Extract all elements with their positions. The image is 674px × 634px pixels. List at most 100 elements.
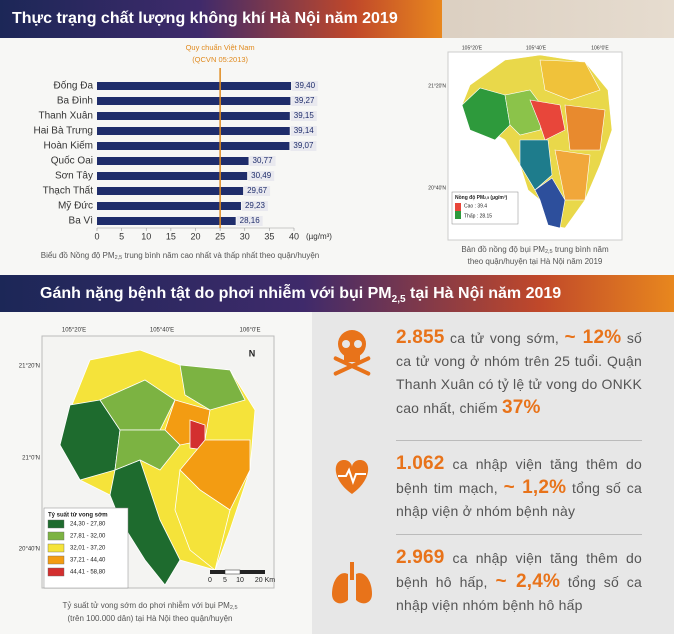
stat-text: tổng số ca nhập viện nhóm bệnh hô hấp: [396, 574, 642, 613]
map-shape: [461, 54, 613, 229]
legend-label: 37,21 - 44,40: [70, 558, 106, 564]
value-label: 29,23: [245, 201, 266, 210]
legend-label: 24,30 - 27,80: [70, 522, 106, 528]
lon-label: 105°20'E: [462, 45, 483, 51]
lon-label: 105°40'E: [526, 45, 547, 51]
stat-number: 1.062: [396, 453, 445, 474]
separator: [396, 534, 642, 535]
x-tick-label: 10: [141, 231, 151, 241]
legend-ramp: [455, 211, 461, 219]
x-tick-label: 35: [264, 231, 274, 241]
reference-label: (QCVN 05:2013): [192, 55, 248, 64]
legend-label: 44,41 - 58,80: [70, 570, 106, 576]
lat-label: 21°0'N: [22, 456, 40, 462]
stat-number: ~ 1,2%: [503, 477, 567, 498]
x-tick-label: 15: [166, 231, 176, 241]
y-tick-label: Mỹ Đức: [58, 201, 93, 212]
y-tick-label: Thạch Thất: [43, 185, 94, 197]
scale-label: 20 Km: [255, 577, 275, 584]
legend-swatch: [47, 555, 65, 565]
map-shape: [59, 349, 256, 586]
scale-label: 5: [223, 577, 227, 584]
bar: [97, 202, 241, 210]
legend-label: 27,81 - 32,00: [70, 534, 106, 540]
value-label-bg: [236, 216, 263, 226]
reference-label: Quy chuẩn Việt Nam: [186, 43, 255, 52]
lon-label: 105°20'E: [62, 328, 86, 334]
value-label-bg: [290, 111, 317, 121]
banner: [0, 275, 674, 312]
map-caption: Tỷ suất tử vong sớm do phơi nhiễm với bụ…: [62, 601, 237, 611]
lat-label: 20°40'N: [428, 185, 446, 191]
legend-label: Cao : 39.4: [464, 203, 487, 209]
scale-label: 10: [236, 577, 244, 584]
bar: [97, 127, 290, 135]
y-tick-label: Ba Đình: [57, 96, 93, 107]
value-label: 39,15: [294, 111, 315, 120]
x-tick-label: 25: [215, 231, 225, 241]
y-tick-label: Đống Đa: [54, 80, 94, 92]
scale-label: 0: [208, 577, 212, 584]
legend-swatch: [47, 543, 65, 553]
stat-number: 2.855: [396, 327, 445, 348]
scale-bar: [210, 569, 265, 575]
legend-title: Nồng độ PM2,5 (µg/m³): [455, 195, 508, 201]
stat-text: ca nhập viện tăng thêm do bệnh tim mạch,: [396, 456, 642, 496]
lat-label: 21°20'N: [428, 83, 446, 89]
bar: [97, 142, 290, 150]
y-tick-label: Sơn Tây: [55, 171, 93, 182]
stat-text: số ca tử vong ở nhóm trên 25 tuổi. Quận …: [396, 330, 642, 416]
north-arrow: N: [249, 348, 256, 358]
value-label: 39,27: [294, 96, 315, 105]
lungs-icon: [332, 562, 372, 604]
map-caption: Bản đồ nồng độ bụi PM2,5 trung bình năm: [461, 245, 609, 255]
chart-caption: Biểu đồ Nồng độ PM2,5 trung bình năm cao…: [41, 251, 320, 261]
x-tick-label: 30: [240, 231, 250, 241]
x-tick-label: 40: [289, 231, 299, 241]
value-label: 39,07: [293, 141, 314, 150]
value-label: 30,77: [253, 156, 274, 165]
lat-label: 21°20'N: [19, 364, 40, 370]
value-label-bg: [292, 81, 319, 91]
value-label-bg: [244, 186, 271, 196]
stat-text: ca tử vong sớm,: [444, 330, 565, 346]
icons: [332, 330, 372, 604]
stat: 2.969 ca nhập viện tăng thêm do bệnh hô …: [396, 546, 642, 617]
value-label: 30,49: [251, 171, 272, 180]
y-tick-label: Hai Bà Trưng: [34, 126, 94, 137]
caption-part: 2,5: [115, 255, 123, 261]
stat-text: tổng số ca nhập viện ở nhóm bệnh này: [396, 480, 642, 519]
value-label-bg: [249, 156, 276, 166]
value-label-bg: [291, 96, 318, 106]
x-tick-label: 5: [119, 231, 124, 241]
bar: [97, 157, 249, 165]
value-label: 28,16: [240, 216, 261, 225]
x-tick-label: 20: [190, 231, 200, 241]
stat-number: 2.969: [396, 547, 445, 568]
lon-label: 106°0'E: [240, 328, 261, 334]
y-tick-label: Thanh Xuân: [39, 111, 94, 122]
value-label-bg: [241, 201, 268, 211]
value-label: 39,40: [295, 81, 316, 90]
heart-icon: [335, 460, 369, 494]
skull-icon: [333, 330, 371, 376]
caption-part: Biểu đồ Nồng độ PM: [41, 251, 115, 260]
stats-panel: 2.855 ca tử vong sớm, ~ 12% số ca tử von…: [312, 312, 674, 634]
bar: [97, 82, 292, 90]
bar: [97, 172, 248, 180]
y-tick-label: Ba Vì: [69, 216, 94, 227]
stat: 2.855 ca tử vong sớm, ~ 12% số ca tử von…: [396, 326, 642, 420]
bar: [97, 187, 244, 195]
lon-label: 106°0'E: [591, 45, 609, 51]
bar: [97, 217, 236, 225]
stat-number: 37%: [501, 397, 541, 418]
x-axis-label: (µg/m³): [306, 232, 332, 241]
stat-number: ~ 2,4%: [495, 571, 561, 592]
legend-label: 32,01 - 37,20: [70, 546, 106, 552]
x-tick-label: 0: [94, 231, 99, 241]
separator: [396, 440, 642, 441]
lon-label: 105°40'E: [150, 328, 174, 334]
stat-number: ~ 12%: [564, 327, 622, 348]
caption-part: trung bình năm cao nhất và thấp nhất the…: [122, 251, 319, 260]
